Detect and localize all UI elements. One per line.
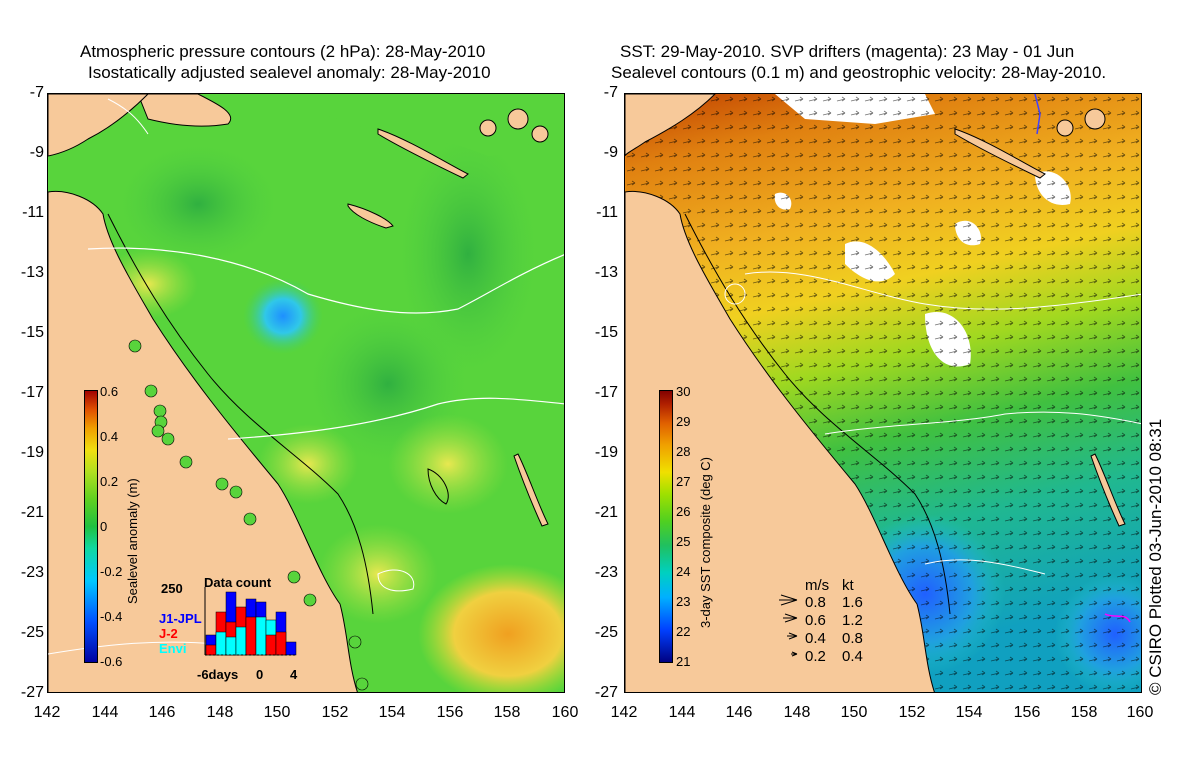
legend-kt-3: 0.4 bbox=[842, 648, 863, 665]
sealevel-anomaly-map bbox=[47, 93, 565, 693]
right-y-tick: -17 bbox=[594, 384, 618, 401]
right-title-line2: Sealevel contours (0.1 m) and geostrophi… bbox=[611, 63, 1107, 82]
sst-map bbox=[624, 93, 1142, 693]
legend-arrows bbox=[779, 594, 798, 657]
right-y-tick: -21 bbox=[594, 504, 618, 521]
data-count-x-mid: 0 bbox=[256, 667, 264, 682]
legend-header-kt: kt bbox=[842, 577, 854, 594]
left-y-tick: -17 bbox=[20, 384, 44, 401]
left-x-tick: 156 bbox=[436, 704, 464, 721]
legend-kt-2: 0.8 bbox=[842, 630, 863, 647]
sst-tick-27: 27 bbox=[676, 474, 691, 489]
sst-tick-22: 22 bbox=[676, 624, 691, 639]
sst-map-graphic bbox=[625, 94, 1141, 692]
right-y-tick: -23 bbox=[594, 564, 618, 581]
velocity-legend: m/s kt 0.8 1.6 0.6 1.2 0.4 0.8 0.2 0.4 bbox=[775, 577, 895, 667]
left-x-tick: 150 bbox=[263, 704, 291, 721]
sst-tick-29: 29 bbox=[676, 414, 691, 429]
sst-colorbar-label: 3-day SST composite (deg C) bbox=[698, 457, 713, 628]
sealevel-tick-2: 0.2 bbox=[100, 474, 119, 489]
sealevel-tick-6: -0.6 bbox=[100, 654, 123, 669]
sealevel-colorbar bbox=[84, 390, 98, 663]
right-x-tick: 148 bbox=[783, 704, 811, 721]
right-y-tick: -7 bbox=[603, 84, 618, 101]
left-y-tick: -7 bbox=[29, 84, 44, 101]
sst-tick-30: 30 bbox=[676, 384, 691, 399]
sst-tick-24: 24 bbox=[676, 564, 691, 579]
right-x-tick: 154 bbox=[955, 704, 983, 721]
right-y-tick: -25 bbox=[594, 624, 618, 641]
right-y-tick: -15 bbox=[594, 324, 618, 341]
right-title-line1: SST: 29-May-2010. SVP drifters (magenta)… bbox=[620, 42, 1075, 61]
left-y-tick: -21 bbox=[20, 504, 44, 521]
left-x-tick: 148 bbox=[206, 704, 234, 721]
legend-kt-1: 1.2 bbox=[842, 612, 863, 629]
left-y-tick: -9 bbox=[29, 144, 44, 161]
data-count-x-end: 4 bbox=[290, 667, 298, 682]
right-y-tick: -27 bbox=[594, 684, 618, 701]
right-x-tick: 152 bbox=[898, 704, 926, 721]
data-count-inset: Data count 250 J1-JPL J-2 Envi -6days 0 … bbox=[155, 575, 315, 685]
right-y-tick: -11 bbox=[596, 204, 618, 221]
left-title-line2: Isostatically adjusted sealevel anomaly:… bbox=[88, 63, 491, 82]
right-x-tick: 160 bbox=[1126, 704, 1154, 721]
sst-tick-23: 23 bbox=[676, 594, 691, 609]
left-title-line1: Atmospheric pressure contours (2 hPa): 2… bbox=[80, 42, 486, 61]
data-count-histogram bbox=[204, 587, 297, 656]
left-y-tick: -25 bbox=[20, 624, 44, 641]
satellite-j1-jpl: J1-JPL bbox=[159, 611, 202, 626]
right-x-tick: 144 bbox=[668, 704, 696, 721]
sealevel-tick-5: -0.4 bbox=[100, 609, 123, 624]
left-x-tick: 142 bbox=[33, 704, 61, 721]
sst-tick-25: 25 bbox=[676, 534, 691, 549]
right-x-tick: 156 bbox=[1013, 704, 1041, 721]
sealevel-tick-1: 0.4 bbox=[100, 429, 119, 444]
left-y-tick: -11 bbox=[22, 204, 44, 221]
right-x-tick: 146 bbox=[725, 704, 753, 721]
right-x-tick: 158 bbox=[1070, 704, 1098, 721]
data-count-title: Data count bbox=[204, 575, 272, 590]
left-x-tick: 160 bbox=[551, 704, 579, 721]
left-y-tick: -23 bbox=[20, 564, 44, 581]
copyright-notice: © CSIRO Plotted 03-Jun-2010 08:31 bbox=[1146, 418, 1165, 695]
legend-ms-3: 0.2 bbox=[805, 648, 826, 665]
legend-header-ms: m/s bbox=[805, 577, 830, 594]
left-y-tick: -19 bbox=[20, 444, 44, 461]
left-y-tick: -13 bbox=[20, 264, 44, 281]
legend-ms-2: 0.4 bbox=[805, 630, 826, 647]
right-x-tick: 142 bbox=[610, 704, 638, 721]
left-x-tick: 144 bbox=[91, 704, 119, 721]
left-x-tick: 152 bbox=[321, 704, 349, 721]
data-count-x-start: -6days bbox=[197, 667, 239, 682]
right-x-tick: 150 bbox=[840, 704, 868, 721]
satellite-j-2: J-2 bbox=[159, 626, 178, 641]
sealevel-tick-3: 0 bbox=[100, 519, 108, 534]
sealevel-colorbar-label: Sealevel anomaly (m) bbox=[125, 478, 140, 604]
sealevel-tick-4: -0.2 bbox=[100, 564, 123, 579]
sst-tick-21: 21 bbox=[676, 654, 691, 669]
legend-ms-0: 0.8 bbox=[805, 594, 826, 611]
left-y-tick: -27 bbox=[20, 684, 44, 701]
data-count-ymax: 250 bbox=[161, 581, 183, 596]
legend-ms-1: 0.6 bbox=[805, 612, 826, 629]
sst-tick-28: 28 bbox=[676, 444, 691, 459]
satellite-envi: Envi bbox=[159, 641, 187, 656]
sst-tick-26: 26 bbox=[676, 504, 691, 519]
left-x-tick: 146 bbox=[148, 704, 176, 721]
left-x-tick: 158 bbox=[493, 704, 521, 721]
sst-colorbar bbox=[659, 390, 673, 663]
sealevel-tick-0: 0.6 bbox=[100, 384, 119, 399]
legend-kt-0: 1.6 bbox=[842, 594, 863, 611]
right-y-tick: -13 bbox=[594, 264, 618, 281]
right-y-tick: -19 bbox=[594, 444, 618, 461]
left-y-tick: -15 bbox=[20, 324, 44, 341]
sealevel-map-graphic bbox=[48, 94, 564, 692]
tide-gauge-markers bbox=[128, 339, 369, 691]
right-y-tick: -9 bbox=[603, 144, 618, 161]
left-x-tick: 154 bbox=[378, 704, 406, 721]
